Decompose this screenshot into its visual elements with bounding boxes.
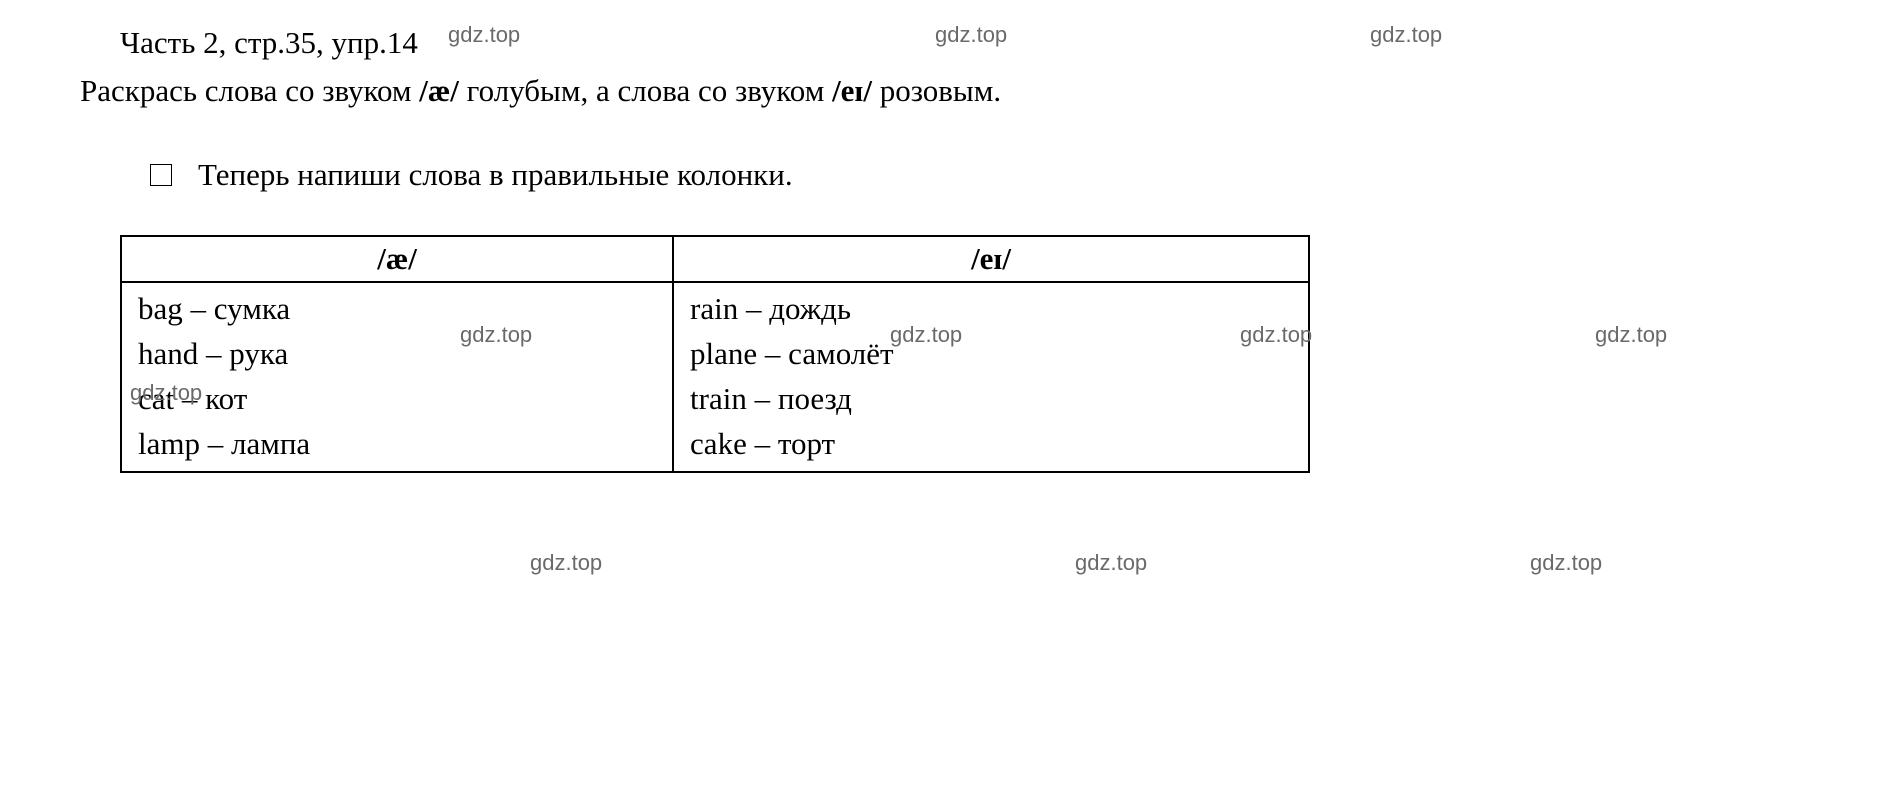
table-row: bag – сумка hand – рука cat – кот lamp –… <box>121 282 1309 472</box>
reference-text: Часть 2, стр.35, упр.14 <box>120 25 418 60</box>
subtask-row: Теперь напиши слова в правильные колонки… <box>80 157 1819 193</box>
word-item: cake – торт <box>690 422 1292 467</box>
col-header-ae: /æ/ <box>121 236 673 282</box>
exercise-reference: Часть 2, стр.35, упр.14 <box>80 25 1819 61</box>
answer-table-wrap: /æ/ /eɪ/ bag – сумка hand – рука cat – к… <box>80 235 1819 473</box>
word-item: lamp – лампа <box>138 422 656 467</box>
phonetic-ei: /eɪ/ <box>832 73 872 108</box>
phonetic-ae: /æ/ <box>419 73 459 108</box>
instruction-suffix: розовым. <box>872 73 1001 108</box>
word-item: train – поезд <box>690 377 1292 422</box>
word-item: cat – кот <box>138 377 656 422</box>
word-item: rain – дождь <box>690 287 1292 332</box>
col-header-ei: /eɪ/ <box>673 236 1309 282</box>
checkbox-icon <box>150 164 172 186</box>
watermark-text: gdz.top <box>1530 550 1602 576</box>
instruction-mid: голубым, а слова со звуком <box>459 73 832 108</box>
instruction-prefix: Раскрась слова со звуком <box>80 73 419 108</box>
cell-ei: rain – дождь plane – самолёт train – пое… <box>673 282 1309 472</box>
answer-table: /æ/ /eɪ/ bag – сумка hand – рука cat – к… <box>120 235 1310 473</box>
word-item: hand – рука <box>138 332 656 377</box>
table-header-row: /æ/ /eɪ/ <box>121 236 1309 282</box>
cell-ae: bag – сумка hand – рука cat – кот lamp –… <box>121 282 673 472</box>
page-content: Часть 2, стр.35, упр.14 Раскрась слова с… <box>0 0 1899 498</box>
watermark-text: gdz.top <box>530 550 602 576</box>
word-item: plane – самолёт <box>690 332 1292 377</box>
word-item: bag – сумка <box>138 287 656 332</box>
instruction-line: Раскрась слова со звуком /æ/ голубым, а … <box>80 73 1819 109</box>
subtask-text: Теперь напиши слова в правильные колонки… <box>198 157 793 193</box>
watermark-text: gdz.top <box>1075 550 1147 576</box>
